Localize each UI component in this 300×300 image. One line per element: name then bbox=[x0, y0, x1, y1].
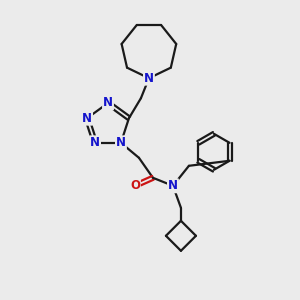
Text: N: N bbox=[82, 112, 92, 125]
Text: N: N bbox=[168, 179, 178, 192]
Text: O: O bbox=[130, 179, 140, 192]
Text: N: N bbox=[90, 136, 100, 149]
Text: N: N bbox=[103, 97, 113, 110]
Text: N: N bbox=[116, 136, 126, 149]
Text: N: N bbox=[144, 72, 154, 85]
